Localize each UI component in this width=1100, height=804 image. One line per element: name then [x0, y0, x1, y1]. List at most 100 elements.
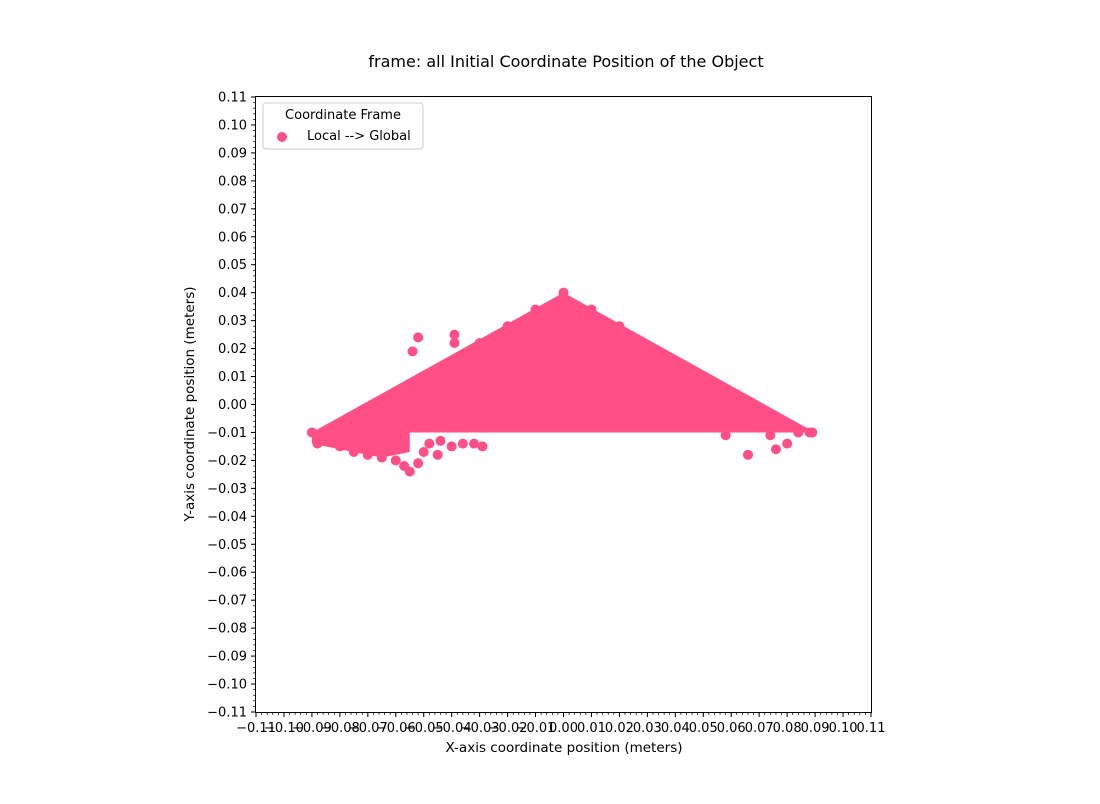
- y-tick-label: 0.00: [218, 398, 247, 413]
- scatter-point: [449, 329, 460, 340]
- y-tick-label: −0.08: [207, 622, 247, 637]
- y-tick-label: −0.10: [207, 678, 247, 693]
- x-tick-label: 0.11: [857, 721, 886, 736]
- x-tick-label: −0.02: [488, 721, 528, 736]
- x-tick-label: 0.04: [661, 721, 690, 736]
- x-axis: −0.11−0.10−0.09−0.08−0.07−0.06−0.05−0.04…: [236, 712, 885, 736]
- x-tick-label: 0.01: [577, 721, 606, 736]
- x-tick-label: 0.05: [689, 721, 718, 736]
- scatter-point: [642, 340, 653, 351]
- y-tick-label: 0.02: [218, 342, 247, 357]
- x-tick-label: 0.08: [773, 721, 802, 736]
- x-tick-label: −0.03: [460, 721, 500, 736]
- scatter-point: [698, 377, 709, 388]
- y-tick-label: 0.11: [218, 91, 247, 106]
- y-tick-label: 0.08: [218, 174, 247, 189]
- x-tick-label: 0.02: [605, 721, 634, 736]
- scatter-point: [432, 449, 443, 460]
- y-tick-label: 0.07: [218, 202, 247, 217]
- x-tick-label: −0.01: [516, 721, 556, 736]
- scatter-point: [446, 357, 457, 368]
- legend-label: Local --> Global: [307, 129, 411, 144]
- y-tick-label: −0.02: [207, 454, 247, 469]
- y-tick-label: 0.10: [218, 118, 247, 133]
- scatter-region-main: [311, 292, 816, 433]
- y-tick-label: −0.11: [207, 706, 247, 721]
- chart-title: frame: all Initial Coordinate Position o…: [368, 52, 763, 71]
- y-tick-label: −0.01: [207, 426, 247, 441]
- scatter-point: [446, 441, 457, 452]
- scatter-point: [312, 438, 323, 449]
- scatter-point: [348, 447, 359, 458]
- scatter-layer: [306, 287, 818, 477]
- scatter-point: [586, 304, 597, 315]
- x-tick-label: 0.00: [549, 721, 578, 736]
- scatter-point: [793, 427, 804, 438]
- scatter-point: [390, 391, 401, 402]
- scatter-point: [413, 458, 424, 469]
- scatter-point: [306, 427, 317, 438]
- scatter-point: [413, 332, 424, 343]
- scatter-point: [670, 360, 681, 371]
- legend-title: Coordinate Frame: [285, 108, 401, 123]
- scatter-point: [782, 438, 793, 449]
- scatter-point: [334, 421, 345, 432]
- y-tick-label: 0.01: [218, 370, 247, 385]
- scatter-point: [362, 407, 373, 418]
- x-tick-label: 0.06: [717, 721, 746, 736]
- legend-marker: [277, 132, 287, 142]
- scatter-point: [418, 374, 429, 385]
- y-tick-label: −0.07: [207, 594, 247, 609]
- scatter-point: [390, 455, 401, 466]
- legend-box: [262, 102, 424, 150]
- y-tick-label: −0.06: [207, 566, 247, 581]
- scatter-point: [720, 430, 731, 441]
- scatter-point: [558, 287, 569, 298]
- scatter-point: [474, 338, 485, 348]
- x-axis-label: X-axis coordinate position (meters): [445, 740, 682, 756]
- y-tick-label: 0.06: [218, 230, 247, 245]
- scatter-region-lower: [311, 432, 410, 458]
- scatter-point: [754, 410, 765, 421]
- y-tick-label: 0.09: [218, 146, 247, 161]
- scatter-point: [407, 346, 418, 357]
- y-tick-label: −0.09: [207, 650, 247, 665]
- scatter-point: [435, 435, 446, 446]
- y-tick-label: 0.03: [218, 314, 247, 329]
- scatter-point: [614, 321, 625, 332]
- scatter-point: [743, 449, 753, 460]
- x-tick-label: 0.10: [829, 721, 858, 736]
- scatter-point: [530, 304, 541, 315]
- y-tick-label: −0.03: [207, 482, 247, 497]
- y-tick-label: 0.04: [218, 286, 247, 301]
- x-tick-label: −0.08: [320, 721, 360, 736]
- x-tick-label: 0.07: [745, 721, 774, 736]
- x-tick-label: 0.09: [801, 721, 830, 736]
- x-tick-label: −0.06: [376, 721, 416, 736]
- y-axis: −0.11 −0.10 −0.09 −0.08 −0.07 −0.06 −0.05 −0.04…: [207, 91, 256, 721]
- scatter-point: [334, 441, 345, 452]
- scatter-point: [404, 466, 415, 477]
- scatter-point: [376, 452, 387, 463]
- x-tick-label: −0.11: [236, 721, 276, 736]
- x-tick-label: −0.09: [292, 721, 332, 736]
- scatter-point: [469, 438, 480, 449]
- y-tick-label: −0.04: [207, 510, 247, 525]
- scatter-point: [457, 438, 468, 449]
- scatter-point: [362, 449, 373, 460]
- scatter-point: [726, 393, 737, 404]
- x-tick-label: 0.03: [633, 721, 662, 736]
- y-tick-label: 0.05: [218, 258, 247, 273]
- x-tick-label: −0.05: [404, 721, 444, 736]
- scatter-point: [502, 321, 513, 332]
- x-tick-label: −0.04: [432, 721, 472, 736]
- scatter-point: [765, 430, 776, 441]
- scatter-point: [418, 447, 429, 458]
- scatter-point: [770, 444, 781, 455]
- scatter-point: [424, 438, 435, 449]
- legend: Coordinate Frame Local --> Global: [262, 102, 424, 150]
- scatter-point: [449, 338, 460, 348]
- scatter-point: [477, 441, 488, 452]
